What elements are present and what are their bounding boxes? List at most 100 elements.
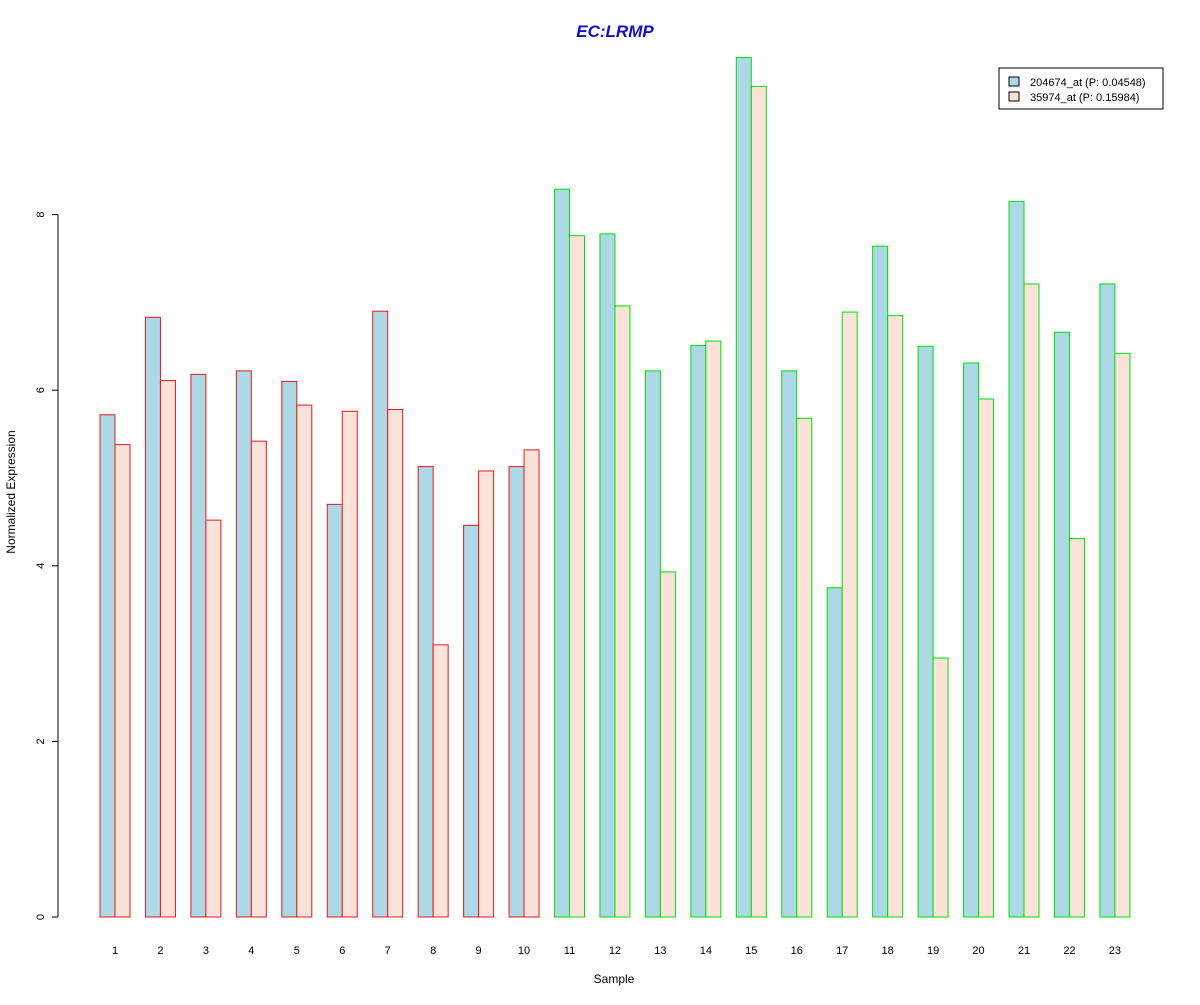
bar-204674-at-sample-18 — [872, 245, 889, 918]
bar-group-12 — [599, 233, 631, 918]
bar-204674-at-sample-9 — [463, 524, 480, 918]
y-tick-label: 8 — [35, 212, 47, 218]
bar-35974-at-sample-6 — [341, 410, 358, 918]
bar-35974-at-sample-3 — [205, 519, 222, 918]
bar-group-3 — [190, 373, 222, 918]
legend-swatch-35974-at — [1008, 91, 1020, 102]
x-tick-label: 6 — [339, 945, 345, 957]
legend: 204674_at (P: 0.04548) 35974_at (P: 0.15… — [998, 67, 1164, 110]
bar-204674-at-sample-23 — [1099, 283, 1116, 918]
bar-35974-at-sample-12 — [614, 305, 631, 918]
bar-group-20 — [963, 362, 995, 918]
x-tick-label: 3 — [203, 945, 209, 957]
legend-label-204674-at: 204674_at (P: 0.04548) — [1030, 77, 1146, 89]
bar-group-23 — [1099, 283, 1131, 918]
bar-group-8 — [417, 466, 449, 918]
x-tick-label: 7 — [385, 945, 391, 957]
x-tick-label: 8 — [430, 945, 436, 957]
bar-204674-at-sample-5 — [281, 380, 298, 918]
x-tick-label: 19 — [927, 945, 939, 957]
bar-204674-at-sample-17 — [826, 587, 843, 918]
x-tick-label: 13 — [654, 945, 666, 957]
bar-35974-at-sample-15 — [750, 85, 767, 918]
bar-35974-at-sample-7 — [387, 409, 404, 918]
bar-group-4 — [235, 370, 267, 918]
bar-204674-at-sample-8 — [417, 466, 434, 918]
bar-204674-at-sample-19 — [917, 345, 934, 918]
legend-swatch-204674-at — [1008, 76, 1020, 87]
x-tick-label: 1 — [112, 945, 118, 957]
bar-204674-at-sample-21 — [1008, 200, 1025, 918]
bar-204674-at-sample-4 — [235, 370, 252, 918]
bar-35974-at-sample-20 — [978, 398, 995, 918]
x-tick-label: 12 — [609, 945, 621, 957]
bar-35974-at-sample-8 — [432, 644, 449, 918]
bar-35974-at-sample-14 — [705, 340, 722, 918]
bar-group-5 — [281, 380, 313, 918]
x-tick-label: 11 — [564, 945, 575, 957]
bar-group-11 — [554, 188, 585, 918]
x-tick-label: 2 — [157, 945, 163, 957]
bar-group-13 — [644, 370, 676, 918]
x-axis-label: Sample — [594, 972, 635, 986]
x-tick-label: 21 — [1018, 945, 1030, 957]
x-tick-label: 23 — [1109, 945, 1121, 957]
bar-group-1 — [99, 414, 131, 918]
y-tick-label: 0 — [35, 914, 47, 920]
x-tick-label: 15 — [745, 945, 757, 957]
legend-label-35974-at: 35974_at (P: 0.15984) — [1030, 92, 1139, 104]
bar-group-16 — [781, 370, 813, 918]
bar-35974-at-sample-13 — [659, 571, 676, 918]
bar-35974-at-sample-2 — [159, 380, 176, 918]
bar-group-19 — [917, 345, 949, 918]
x-tick-label: 9 — [476, 945, 482, 957]
x-tick-label: 17 — [836, 945, 848, 957]
x-tick-label: 14 — [700, 945, 712, 957]
x-tick-label: 18 — [882, 945, 894, 957]
bar-35974-at-sample-19 — [932, 657, 949, 918]
bar-35974-at-sample-22 — [1068, 538, 1085, 918]
bar-group-18 — [872, 245, 904, 918]
bar-group-2 — [144, 316, 176, 918]
bar-35974-at-sample-16 — [796, 417, 813, 918]
bar-group-14 — [690, 340, 722, 918]
bar-204674-at-sample-2 — [144, 316, 161, 918]
y-tick-label: 6 — [35, 387, 47, 393]
bar-204674-at-sample-22 — [1053, 331, 1070, 918]
bar-204674-at-sample-15 — [735, 56, 752, 918]
bar-204674-at-sample-11 — [554, 188, 570, 918]
x-tick-label: 20 — [972, 945, 984, 957]
bar-35974-at-sample-23 — [1114, 352, 1131, 918]
bar-204674-at-sample-14 — [690, 344, 707, 918]
bar-group-9 — [463, 470, 495, 918]
y-axis-label: Normalized Expression — [4, 430, 18, 553]
bar-group-15 — [735, 56, 767, 918]
bar-204674-at-sample-3 — [190, 373, 207, 918]
bar-35974-at-sample-9 — [478, 470, 495, 918]
y-tick-label: 2 — [35, 738, 47, 744]
x-tick-label: 5 — [294, 945, 300, 957]
bar-35974-at-sample-11 — [569, 235, 585, 918]
x-tick-labels: 1 2 3 4 5 6 7 8 9 10 11 12 13 14 15 16 17 18 19 20 21 22 23 — [112, 945, 1121, 957]
bar-group-17 — [826, 311, 858, 918]
bar-group-21 — [1008, 200, 1040, 918]
bar-204674-at-sample-6 — [326, 503, 343, 918]
bar-group-7 — [372, 310, 404, 918]
legend-box — [998, 67, 1164, 110]
x-tick-label: 16 — [791, 945, 803, 957]
bar-35974-at-sample-21 — [1023, 283, 1040, 918]
bar-35974-at-sample-5 — [296, 404, 313, 918]
bar-group-6 — [326, 410, 358, 918]
bar-204674-at-sample-16 — [781, 370, 798, 918]
bar-35974-at-sample-10 — [523, 449, 540, 918]
bar-35974-at-sample-18 — [887, 315, 904, 918]
bar-204674-at-sample-20 — [963, 362, 980, 918]
chart-title: EC:LRMP — [576, 22, 654, 41]
bar-35974-at-sample-17 — [841, 311, 858, 918]
bar-204674-at-sample-10 — [508, 466, 525, 918]
bar-204674-at-sample-13 — [644, 370, 661, 918]
y-tick-label: 4 — [35, 563, 47, 569]
bar-group-10 — [508, 449, 540, 918]
bar-group-22 — [1053, 331, 1085, 918]
